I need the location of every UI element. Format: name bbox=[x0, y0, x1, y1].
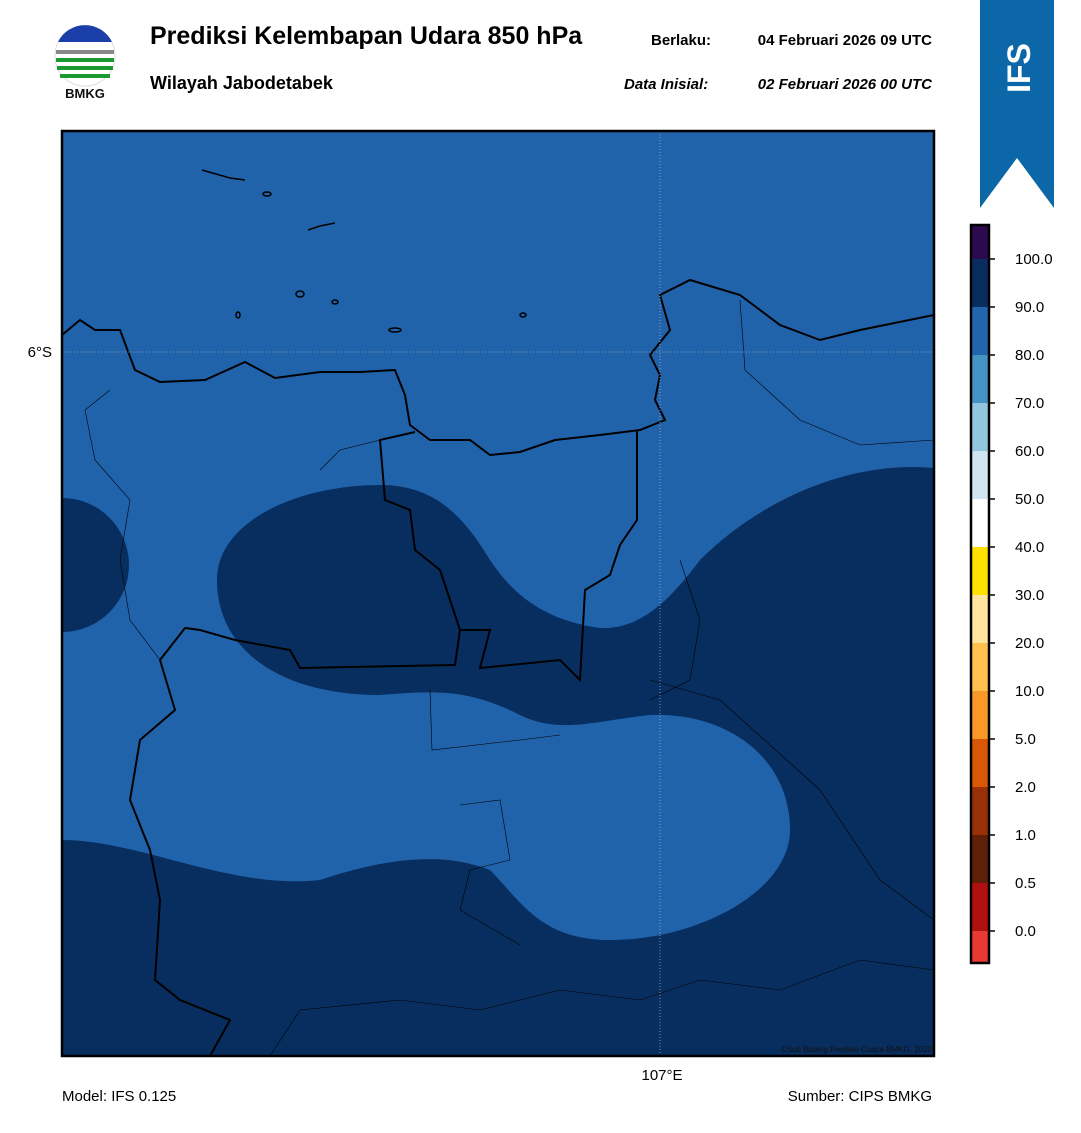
colorbar-band bbox=[971, 259, 989, 307]
footer-model: Model: IFS 0.125 bbox=[62, 1088, 176, 1105]
colorbar-frame bbox=[969, 223, 991, 965]
logo: BMKG bbox=[54, 25, 116, 101]
title: Prediksi Kelembapan Udara 850 hPa bbox=[150, 22, 583, 50]
colorbar-label: 100.0 bbox=[1015, 251, 1053, 268]
colorbar-label: 30.0 bbox=[1015, 587, 1044, 604]
colorbar-band bbox=[971, 931, 989, 963]
colorbar-band bbox=[971, 499, 989, 547]
colorbar-label: 2.0 bbox=[1015, 779, 1036, 796]
colorbar-band bbox=[971, 643, 989, 691]
colorbar-band bbox=[971, 355, 989, 403]
colorbar-band bbox=[971, 835, 989, 883]
colorbar-label: 0.0 bbox=[1015, 923, 1036, 940]
colorbar-label: 70.0 bbox=[1015, 395, 1044, 412]
map: ©Sub Bidang Prediksi Cuaca BMKG, 2020 bbox=[62, 131, 934, 1056]
colorbar-band bbox=[971, 307, 989, 355]
colorbar-band bbox=[971, 595, 989, 643]
valid-label: Berlaku: bbox=[651, 32, 711, 49]
colorbar-band bbox=[971, 883, 989, 931]
colorbar-label: 40.0 bbox=[1015, 539, 1044, 556]
map-frame bbox=[60, 129, 936, 1058]
lon-label: 107°E bbox=[641, 1067, 682, 1084]
colorbar-label: 60.0 bbox=[1015, 443, 1044, 460]
colorbar-band bbox=[971, 451, 989, 499]
footer-source: Sumber: CIPS BMKG bbox=[788, 1088, 932, 1105]
logo-text: BMKG bbox=[65, 86, 105, 101]
colorbar-label: 5.0 bbox=[1015, 731, 1036, 748]
credit: ©Sub Bidang Prediksi Cuaca BMKG, 2020 bbox=[781, 1045, 933, 1054]
colorbar-band bbox=[971, 787, 989, 835]
colorbar-band bbox=[971, 403, 989, 451]
init-label: Data Inisial: bbox=[624, 76, 708, 93]
lat-label: 6°S bbox=[28, 344, 52, 361]
colorbar-band bbox=[971, 547, 989, 595]
colorbar-label: 50.0 bbox=[1015, 491, 1044, 508]
subtitle: Wilayah Jabodetabek bbox=[150, 73, 334, 93]
colorbar-label: 80.0 bbox=[1015, 347, 1044, 364]
colorbar-label: 1.0 bbox=[1015, 827, 1036, 844]
badge-text: IFS bbox=[1001, 43, 1037, 93]
colorbar-label: 90.0 bbox=[1015, 299, 1044, 316]
colorbar-band bbox=[971, 739, 989, 787]
badge: IFS bbox=[980, 0, 1054, 208]
colorbar-label: 10.0 bbox=[1015, 683, 1044, 700]
colorbar: 100.0 90.0 80.0 70.0 60.0 50.0 40.0 30.0 20.0 10.… bbox=[969, 223, 1053, 965]
colorbar-label: 0.5 bbox=[1015, 875, 1036, 892]
colorbar-band bbox=[971, 225, 989, 259]
valid-time: 04 Februari 2026 09 UTC bbox=[758, 32, 932, 49]
colorbar-label: 20.0 bbox=[1015, 635, 1044, 652]
colorbar-band bbox=[971, 691, 989, 739]
init-time: 02 Februari 2026 00 UTC bbox=[758, 76, 933, 93]
